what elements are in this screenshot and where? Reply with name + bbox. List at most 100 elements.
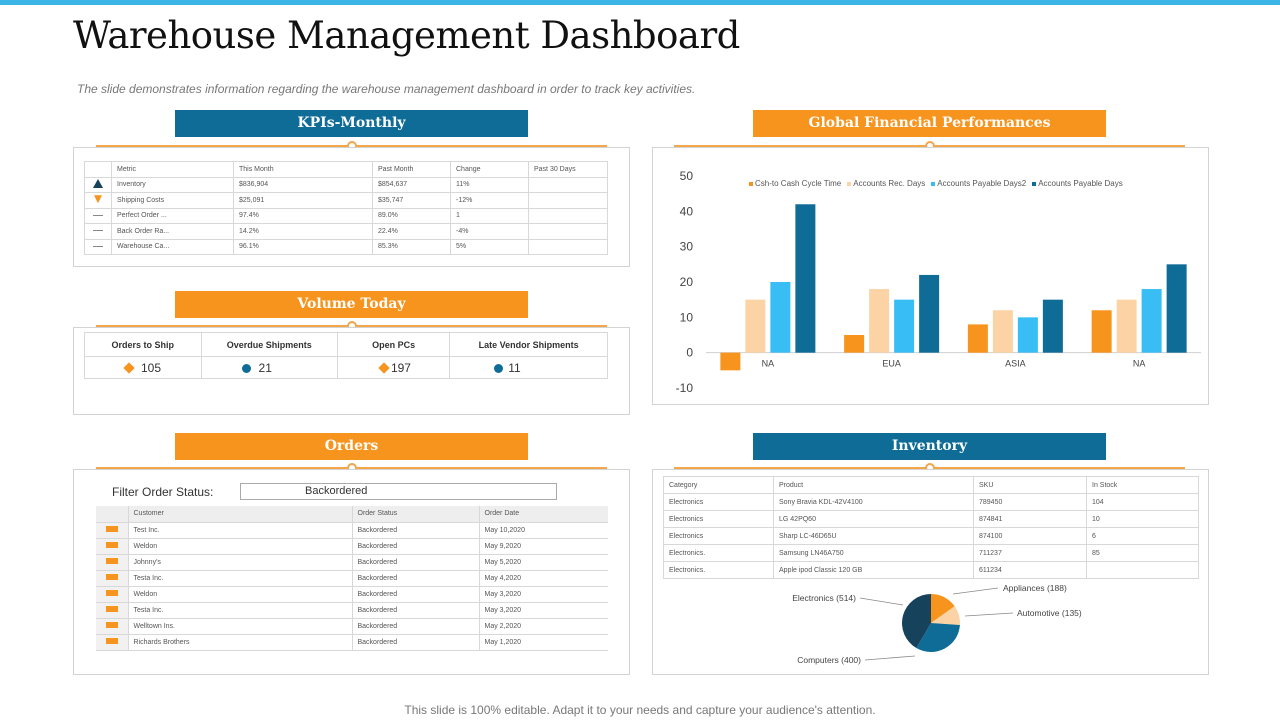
orders-cell: Backordered [352,633,480,651]
footer-note: This slide is 100% editable. Adapt it to… [404,703,876,717]
bar [1141,289,1162,353]
top-accent-bar [0,0,1280,5]
legend-item: Accounts Payable Days2 [931,179,1026,188]
orders-cell: May 1,2020 [479,633,608,651]
bar [844,335,865,353]
volume-col-late-vendor-shipments: Late Vendor Shipments [449,332,608,357]
x-category-label: NA [1133,359,1146,369]
inventory-heading: Inventory [753,433,1106,460]
pie-slice [902,594,931,649]
table-row[interactable]: Richards Brothers Backordered May 1,2020 [96,633,608,651]
table-row: Shipping Costs $25,091 $35,747 -12% [84,192,608,209]
table-row[interactable]: Johnny's Backordered May 5,2020 [96,553,608,571]
table-row[interactable]: Welltown Ins. Backordered May 2,2020 [96,617,608,635]
orders-cell: Backordered [352,569,480,587]
kpi-cell: $854,637 [372,176,451,193]
kpi-cell: 1 [450,207,529,224]
legend-item: Csh-to Cash Cycle Time [749,179,841,188]
y-tick-label: 10 [680,310,694,324]
y-tick-label: 40 [680,204,694,218]
table-row[interactable]: Testa Inc. Backordered May 3,2020 [96,601,608,619]
volume-value-orders-to-ship: 105 [84,356,202,379]
inventory-cell: Electronics. [663,561,774,579]
finance-chart-panel: 50 40 30 20 10 0 -10 NA EUA ASIA NA Csh-to Cash Cy… [652,147,1209,405]
dash-icon [84,238,112,255]
orders-cell: Backordered [352,537,480,555]
legend-swatch [931,181,936,186]
kpi-cell: 96.1% [233,238,373,255]
diamond-icon [378,362,390,374]
table-row: Perfect Order ... 97.4% 89.0% 1 [84,207,608,224]
kpi-cell [528,176,608,193]
orders-cell: Welltown Ins. [128,617,353,635]
orders-cell: Backordered [352,617,480,635]
orders-cell: Backordered [352,601,480,619]
kpi-heading: KPIs-Monthly [175,110,528,137]
kpi-cell: 14.2% [233,223,373,240]
bar [869,289,890,353]
kpi-cell: $35,747 [372,192,451,209]
bar [1042,299,1063,353]
orders-table: Customer Order Status Order Date Test Inc. B… [96,506,608,651]
bar [1166,264,1187,353]
y-tick-label: 0 [686,346,693,360]
pie-slice [931,606,960,626]
kpi-icon-header [84,161,112,178]
y-tick-label: -10 [676,381,694,395]
kpi-column-header: Change [450,161,529,178]
financial-bar-chart: 50 40 30 20 10 0 -10 NA EUA ASIA NA [676,169,1201,395]
orders-cell: May 5,2020 [479,553,608,571]
order-box-icon [96,569,129,587]
order-box-icon [96,537,129,555]
inventory-panel: Category Product SKU In Stock Electronics Son… [652,469,1209,675]
bar [1116,299,1137,353]
orders-column-header: Order Date [479,506,608,523]
kpi-column-header: Metric [111,161,234,178]
y-tick-label: 30 [680,240,694,254]
orders-icon-header [96,506,129,523]
circle-icon [241,363,251,373]
pie-slice-label: Appliances (188) [1003,583,1067,593]
table-row[interactable]: Weldon Backordered May 3,2020 [96,585,608,603]
kpi-cell: Shipping Costs [111,192,234,209]
bar [745,299,766,353]
table-row[interactable]: Weldon Backordered May 9,2020 [96,537,608,555]
orders-cell: Backordered [352,585,480,603]
pie-leader-line [952,587,999,595]
bar [720,352,741,371]
orders-cell: Testa Inc. [128,601,353,619]
y-tick-label: 20 [680,275,694,289]
order-box-icon [96,521,129,539]
orders-column-header: Order Status [352,506,480,523]
kpi-cell: Perfect Order ... [111,207,234,224]
orders-cell: May 9,2020 [479,537,608,555]
orders-cell: Testa Inc. [128,569,353,587]
kpi-column-header: Past Month [372,161,451,178]
kpi-cell: 5% [450,238,529,255]
kpi-cell: 85.3% [372,238,451,255]
kpi-cell [528,207,608,224]
filter-order-status-select[interactable]: Backordered [240,483,557,500]
legend-swatch [749,181,753,186]
volume-value-open-pcs: 197 [336,356,451,379]
inventory-pie-chart: Appliances (188) Automotive (135) Computer… [792,583,1082,665]
kpi-cell: 97.4% [233,207,373,224]
kpi-cell: Inventory [111,176,234,193]
orders-cell: Richards Brothers [128,633,353,651]
kpi-column-header: This Month [233,161,373,178]
legend-label: Csh-to Cash Cycle Time [755,179,842,188]
table-row[interactable]: Testa Inc. Backordered May 4,2020 [96,569,608,587]
filter-order-status-label: Filter Order Status: [112,485,214,499]
bar [967,324,988,353]
pie-slice [931,594,955,623]
volume-col-orders-to-ship: Orders to Ship [84,332,202,357]
bar [770,282,791,353]
diamond-icon [123,362,135,374]
pie-slice-label: Automotive (135) [1017,608,1082,618]
legend-item: Accounts Payable Days [1032,179,1123,188]
kpi-cell: -12% [450,192,529,209]
order-box-icon [96,601,129,619]
volume-value-overdue-shipments: 21 [200,356,338,379]
table-row: Inventory $836,904 $854,637 11% [84,176,608,193]
table-row[interactable]: Test Inc. Backordered May 10,2020 [96,521,608,539]
